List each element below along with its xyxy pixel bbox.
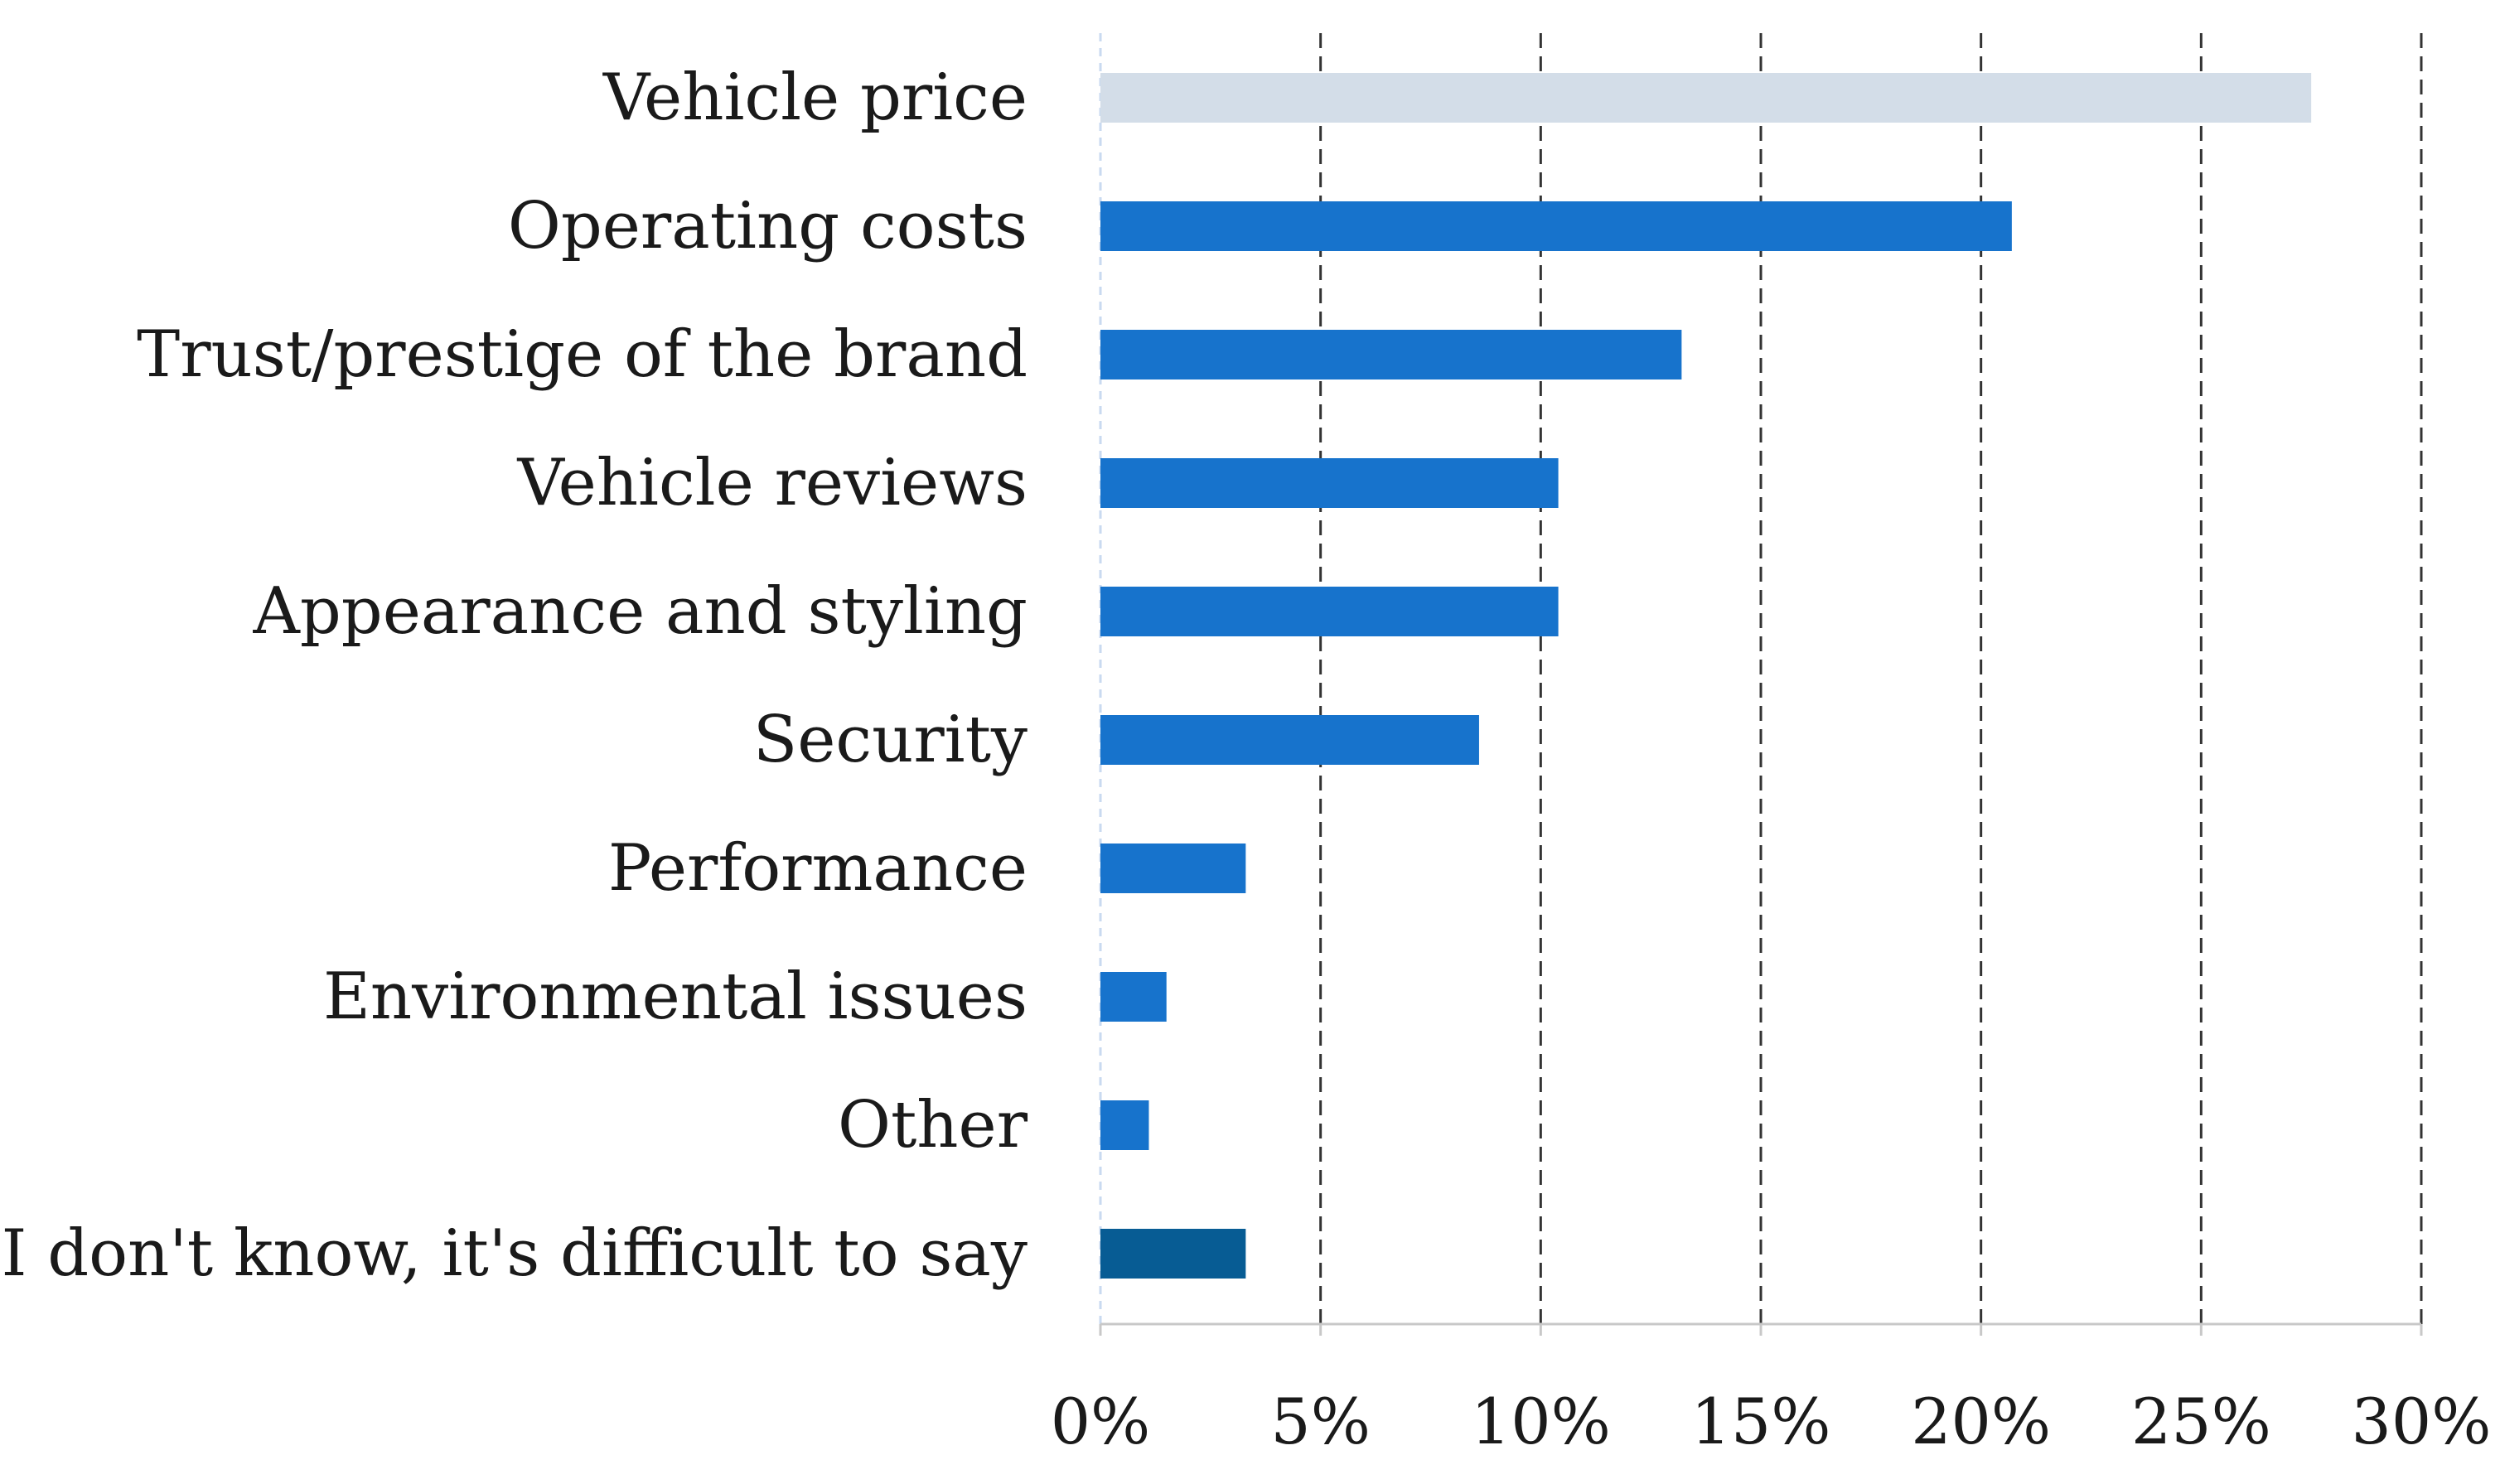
x-axis (1099, 1322, 2423, 1336)
bar-9 (1100, 1229, 1246, 1279)
bar-6 (1100, 844, 1246, 893)
x-tick-label: 10% (1471, 1385, 1611, 1458)
category-labels: Vehicle price Operating costs Trust/presti… (2, 60, 1028, 1291)
bar-4 (1100, 587, 1559, 636)
x-tick-label: 30% (2352, 1385, 2492, 1458)
category-label: Environmental issues (323, 960, 1028, 1034)
bars (1100, 73, 2312, 1279)
category-label: Operating costs (508, 189, 1028, 263)
bar-1 (1100, 201, 2012, 251)
category-label: Performance (608, 831, 1028, 906)
x-tick-label: 5% (1270, 1385, 1371, 1458)
category-label: Vehicle reviews (516, 446, 1028, 520)
x-tick-label: 15% (1691, 1385, 1831, 1458)
bar-0 (1100, 73, 2312, 123)
bar-8 (1100, 1100, 1149, 1150)
category-label: Appearance and styling (253, 574, 1028, 649)
category-label: I don't know, it's difficult to say (2, 1216, 1028, 1291)
x-tick-label: 20% (1911, 1385, 2051, 1458)
x-tick-label: 0% (1051, 1385, 1151, 1458)
x-tick-labels: 0% 5% 10% 15% 20% 25% 30% (1051, 1385, 2492, 1458)
bar-5 (1100, 715, 1479, 765)
category-label: Security (753, 703, 1028, 777)
x-tick-label: 25% (2131, 1385, 2271, 1458)
category-label: Other (838, 1088, 1028, 1163)
category-label: Trust/prestige of the brand (137, 317, 1028, 392)
bar-2 (1100, 330, 1682, 379)
category-label: Vehicle price (602, 60, 1028, 135)
bar-7 (1100, 972, 1167, 1022)
bar-3 (1100, 458, 1559, 508)
